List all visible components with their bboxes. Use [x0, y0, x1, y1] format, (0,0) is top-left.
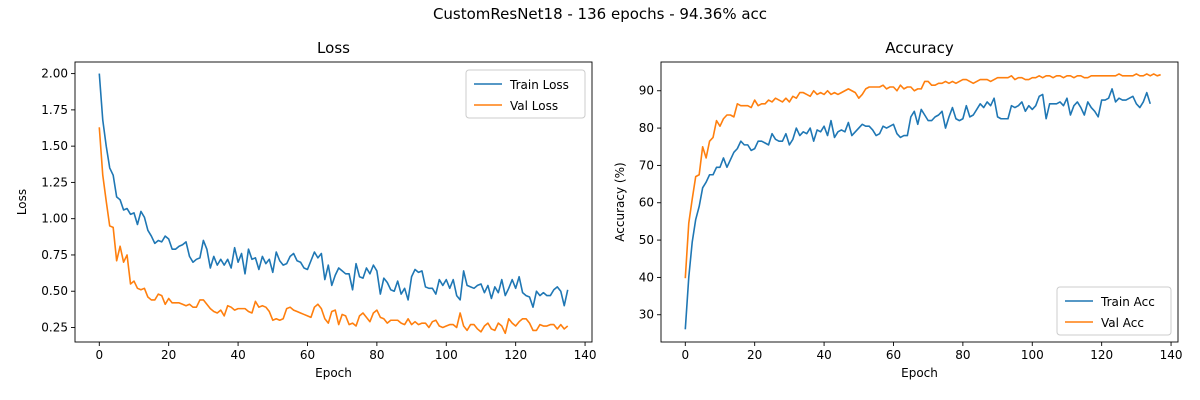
- figure-title: CustomResNet18 - 136 epochs - 94.36% acc: [432, 5, 768, 23]
- legend-label: Val Acc: [1101, 316, 1144, 330]
- loss-chart: Loss 0 20 40 60 80 100 120 140 0.25 0.50 0.75 1.00 1.…: [15, 39, 597, 380]
- x-tick-label: 40: [230, 348, 245, 362]
- series-line-train-loss: [98, 73, 569, 308]
- y-tick-label: 50: [639, 233, 654, 247]
- accuracy-chart: Accuracy 0 20 40 60 80 100 120 140 30 40 50 60 70 80 90…: [613, 39, 1183, 380]
- x-tick-label: 0: [681, 348, 689, 362]
- legend: Train Loss Val Loss: [465, 69, 586, 119]
- x-tick-label: 40: [816, 348, 831, 362]
- x-tick-label: 20: [161, 348, 176, 362]
- series-line-val-acc: [684, 73, 1161, 279]
- plot-frame: [660, 61, 1179, 343]
- legend-box: [1056, 286, 1172, 336]
- y-axis-label: Accuracy (%): [613, 162, 627, 241]
- y-tick-label: 1.75: [41, 103, 68, 117]
- x-tick-label: 60: [886, 348, 901, 362]
- chart-title: Accuracy: [885, 39, 954, 57]
- y-tick-label: 0.75: [41, 248, 68, 262]
- x-tick-label: 80: [369, 348, 384, 362]
- y-tick-label: 1.25: [41, 175, 68, 189]
- y-tick-label: 40: [639, 270, 654, 284]
- y-tick-label: 1.50: [41, 139, 68, 153]
- y-tick-label: 30: [639, 308, 654, 322]
- legend-label: Val Loss: [510, 99, 558, 113]
- y-tick-label: 1.00: [41, 212, 68, 226]
- series-line-train-acc: [684, 88, 1152, 330]
- x-axis-label: Epoch: [901, 366, 938, 380]
- legend-label: Train Loss: [509, 78, 569, 92]
- x-tick-label: 100: [435, 348, 458, 362]
- x-tick-label: 60: [300, 348, 315, 362]
- x-tick-label: 80: [955, 348, 970, 362]
- x-tick-label: 120: [1090, 348, 1113, 362]
- y-tick-label: 80: [639, 121, 654, 135]
- y-tick-label: 2.00: [41, 67, 68, 81]
- plot-frame: [74, 61, 593, 343]
- x-tick-label: 140: [574, 348, 597, 362]
- x-tick-label: 100: [1021, 348, 1044, 362]
- series-line-val-loss: [98, 127, 569, 335]
- x-tick-label: 0: [95, 348, 103, 362]
- y-tick-label: 60: [639, 196, 654, 210]
- y-tick-label: 90: [639, 84, 654, 98]
- x-tick-label: 20: [747, 348, 762, 362]
- legend-label: Train Acc: [1100, 295, 1155, 309]
- y-axis-label: Loss: [15, 189, 29, 215]
- y-tick-label: 0.50: [41, 284, 68, 298]
- y-tick-label: 70: [639, 158, 654, 172]
- chart-title: Loss: [317, 39, 350, 57]
- x-tick-label: 140: [1160, 348, 1183, 362]
- x-axis-label: Epoch: [315, 366, 352, 380]
- y-tick-label: 0.25: [41, 320, 68, 334]
- legend: Train Acc Val Acc: [1056, 286, 1172, 336]
- legend-box: [465, 69, 586, 119]
- x-tick-label: 120: [504, 348, 527, 362]
